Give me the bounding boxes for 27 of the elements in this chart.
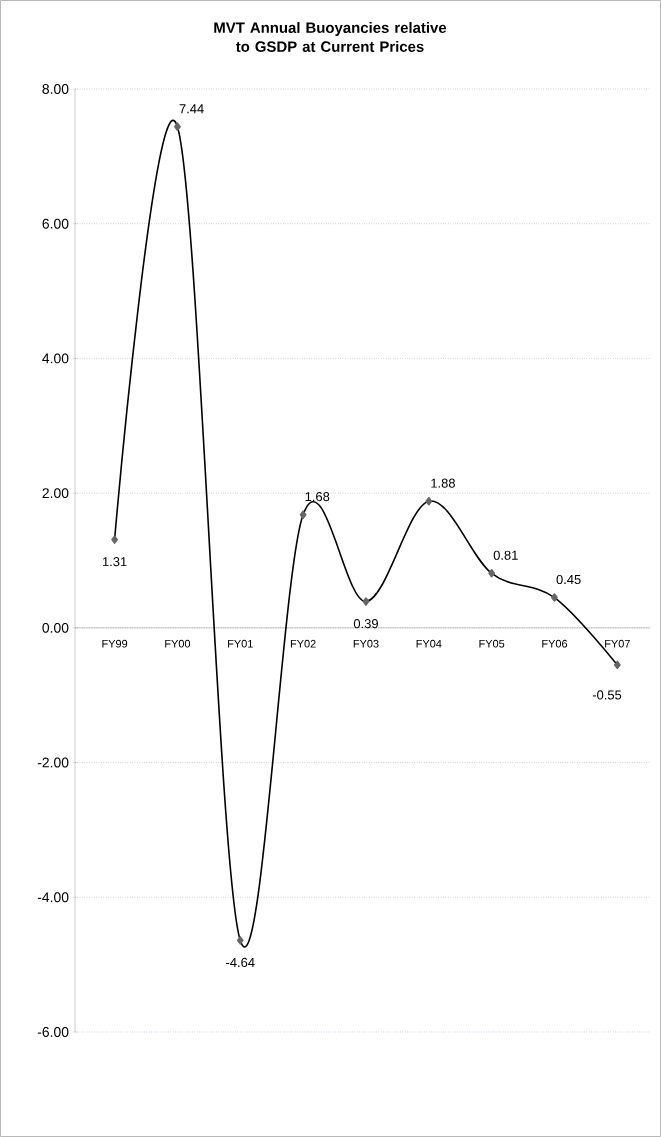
data-label: 1.68 [305,492,330,502]
y-tick-label: 6.00 [42,218,69,229]
x-tick-label: FY01 [228,639,253,648]
data-label: 0.81 [493,550,518,560]
y-tick-label: -6.00 [37,1027,69,1037]
x-tick-label: FY99 [102,639,128,648]
data-label: 0.39 [353,619,378,629]
data-label: 1.31 [102,557,127,567]
data-label: 0.45 [556,574,581,585]
y-tick-label: 4.00 [42,353,69,364]
x-tick-label: FY06 [542,639,568,648]
x-tick-label: FY03 [353,639,379,648]
x-tick-label: FY07 [605,639,630,648]
data-label: 1.88 [431,478,455,488]
x-tick-label: FY02 [290,639,316,648]
y-tick-label: 0.00 [42,622,69,633]
data-label: -0.55 [592,690,622,700]
chart-title: MVT Annual Buoyancies relative to GSDP at Current Prices [214,22,447,52]
y-tick-label: 2.00 [42,488,69,499]
y-tick-label: -2.00 [37,757,69,768]
data-label: 7.44 [179,104,204,114]
x-tick-label: FY05 [479,639,505,648]
x-tick-label: FY04 [416,639,442,648]
y-tick-label: -4.00 [37,892,69,903]
y-tick-label: 8.00 [42,84,69,94]
data-label: -4.64 [226,957,255,968]
x-tick-label: FY00 [165,639,191,648]
